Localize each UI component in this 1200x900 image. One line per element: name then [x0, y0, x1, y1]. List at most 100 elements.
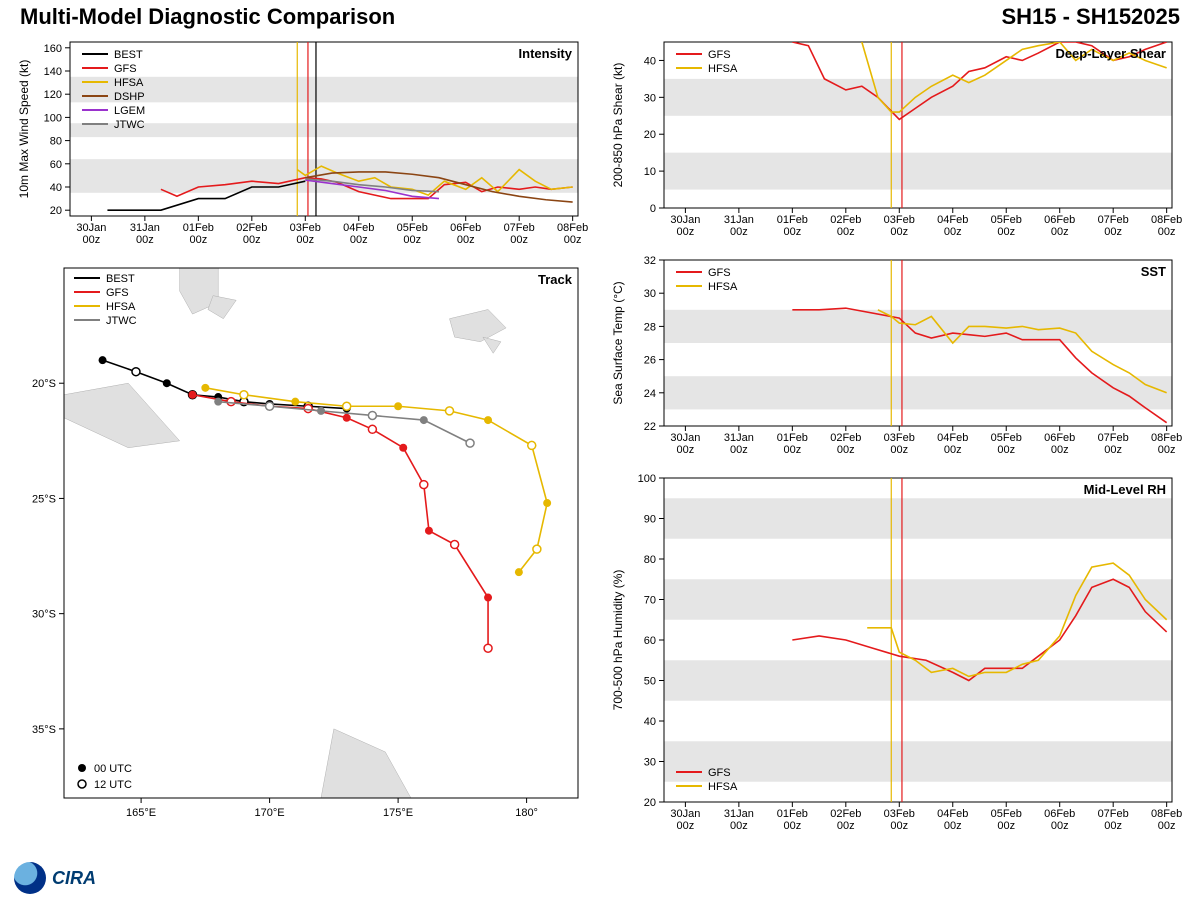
svg-text:40: 40 [644, 55, 656, 67]
svg-text:SST: SST [1141, 264, 1166, 279]
svg-text:00z: 00z [1158, 444, 1176, 456]
cira-logo-text: CIRA [52, 868, 96, 889]
svg-text:20: 20 [50, 205, 62, 217]
svg-text:00z: 00z [783, 820, 801, 832]
svg-text:Track: Track [538, 272, 573, 287]
svg-text:03Feb: 03Feb [290, 222, 321, 234]
svg-text:00z: 00z [997, 226, 1015, 238]
svg-text:00z: 00z [83, 234, 101, 246]
svg-text:01Feb: 01Feb [777, 808, 808, 820]
svg-text:70: 70 [644, 595, 656, 607]
svg-text:00z: 00z [189, 234, 207, 246]
svg-text:00z: 00z [677, 444, 695, 456]
svg-text:DSHP: DSHP [114, 91, 145, 103]
svg-text:20: 20 [644, 797, 656, 809]
svg-text:10m Max Wind Speed (kt): 10m Max Wind Speed (kt) [17, 60, 31, 199]
svg-text:Sea Surface Temp (°C): Sea Surface Temp (°C) [611, 281, 625, 404]
svg-text:00 UTC: 00 UTC [94, 763, 132, 775]
chart-sst: 22242628303230Jan00z31Jan00z01Feb00z02Fe… [604, 252, 1184, 464]
chart-intensity: 2040608010012014016030Jan00z31Jan00z01Fe… [10, 34, 590, 254]
svg-text:140: 140 [44, 66, 62, 78]
svg-text:00z: 00z [890, 226, 908, 238]
svg-text:22: 22 [644, 421, 656, 433]
svg-text:07Feb: 07Feb [504, 222, 535, 234]
svg-text:170°E: 170°E [255, 807, 285, 819]
svg-text:00z: 00z [677, 226, 695, 238]
svg-text:GFS: GFS [106, 287, 129, 299]
svg-text:200-850 hPa Shear (kt): 200-850 hPa Shear (kt) [611, 63, 625, 188]
svg-text:00z: 00z [1051, 226, 1069, 238]
svg-text:00z: 00z [350, 234, 368, 246]
svg-text:00z: 00z [783, 226, 801, 238]
svg-text:00z: 00z [944, 820, 962, 832]
svg-text:08Feb: 08Feb [1151, 214, 1182, 226]
svg-text:00z: 00z [944, 226, 962, 238]
svg-text:30: 30 [644, 757, 656, 769]
svg-text:35°S: 35°S [32, 724, 56, 736]
svg-text:00z: 00z [730, 444, 748, 456]
svg-text:28: 28 [644, 321, 656, 333]
svg-text:02Feb: 02Feb [830, 432, 861, 444]
svg-text:JTWC: JTWC [114, 119, 145, 131]
svg-text:HFSA: HFSA [708, 781, 738, 793]
svg-text:24: 24 [644, 388, 656, 400]
svg-text:HFSA: HFSA [106, 301, 136, 313]
svg-text:160: 160 [44, 43, 62, 55]
svg-text:06Feb: 06Feb [1044, 214, 1075, 226]
svg-text:30: 30 [644, 92, 656, 104]
svg-text:00z: 00z [243, 234, 261, 246]
svg-text:HFSA: HFSA [708, 63, 738, 75]
svg-text:02Feb: 02Feb [830, 808, 861, 820]
svg-text:08Feb: 08Feb [1151, 432, 1182, 444]
svg-text:100: 100 [638, 473, 656, 485]
svg-text:05Feb: 05Feb [991, 808, 1022, 820]
svg-text:03Feb: 03Feb [884, 808, 915, 820]
svg-text:00z: 00z [510, 234, 528, 246]
chart-track: 165°E170°E175°E180°20°S25°S30°S35°STrack… [10, 260, 590, 840]
svg-text:31Jan: 31Jan [724, 214, 754, 226]
svg-text:26: 26 [644, 355, 656, 367]
svg-text:00z: 00z [677, 820, 695, 832]
svg-text:08Feb: 08Feb [557, 222, 588, 234]
svg-text:30Jan: 30Jan [670, 214, 700, 226]
svg-text:06Feb: 06Feb [1044, 808, 1075, 820]
svg-text:03Feb: 03Feb [884, 214, 915, 226]
svg-text:30Jan: 30Jan [670, 432, 700, 444]
svg-text:00z: 00z [997, 444, 1015, 456]
svg-text:30: 30 [644, 288, 656, 300]
svg-text:700-500 hPa Humidity (%): 700-500 hPa Humidity (%) [611, 570, 625, 711]
svg-text:00z: 00z [1104, 226, 1122, 238]
svg-text:08Feb: 08Feb [1151, 808, 1182, 820]
svg-text:GFS: GFS [114, 63, 137, 75]
svg-text:GFS: GFS [708, 767, 731, 779]
svg-text:00z: 00z [783, 444, 801, 456]
svg-text:06Feb: 06Feb [1044, 432, 1075, 444]
svg-text:07Feb: 07Feb [1098, 214, 1129, 226]
svg-text:30Jan: 30Jan [670, 808, 700, 820]
svg-text:04Feb: 04Feb [937, 432, 968, 444]
svg-text:05Feb: 05Feb [397, 222, 428, 234]
svg-text:31Jan: 31Jan [130, 222, 160, 234]
svg-text:31Jan: 31Jan [724, 808, 754, 820]
svg-text:HFSA: HFSA [114, 77, 144, 89]
svg-text:100: 100 [44, 112, 62, 124]
svg-text:175°E: 175°E [383, 807, 413, 819]
page-title-right: SH15 - SH152025 [1001, 4, 1180, 30]
svg-text:00z: 00z [1104, 444, 1122, 456]
svg-text:02Feb: 02Feb [830, 214, 861, 226]
svg-text:180°: 180° [515, 807, 538, 819]
svg-text:00z: 00z [564, 234, 582, 246]
svg-text:00z: 00z [1158, 820, 1176, 832]
svg-text:80: 80 [644, 554, 656, 566]
svg-text:00z: 00z [1051, 444, 1069, 456]
svg-text:90: 90 [644, 514, 656, 526]
svg-text:20: 20 [644, 129, 656, 141]
svg-text:04Feb: 04Feb [343, 222, 374, 234]
svg-text:31Jan: 31Jan [724, 432, 754, 444]
svg-text:04Feb: 04Feb [937, 214, 968, 226]
svg-text:80: 80 [50, 136, 62, 148]
svg-text:10: 10 [644, 166, 656, 178]
svg-text:00z: 00z [730, 820, 748, 832]
svg-text:12 UTC: 12 UTC [94, 779, 132, 791]
svg-text:60: 60 [644, 635, 656, 647]
